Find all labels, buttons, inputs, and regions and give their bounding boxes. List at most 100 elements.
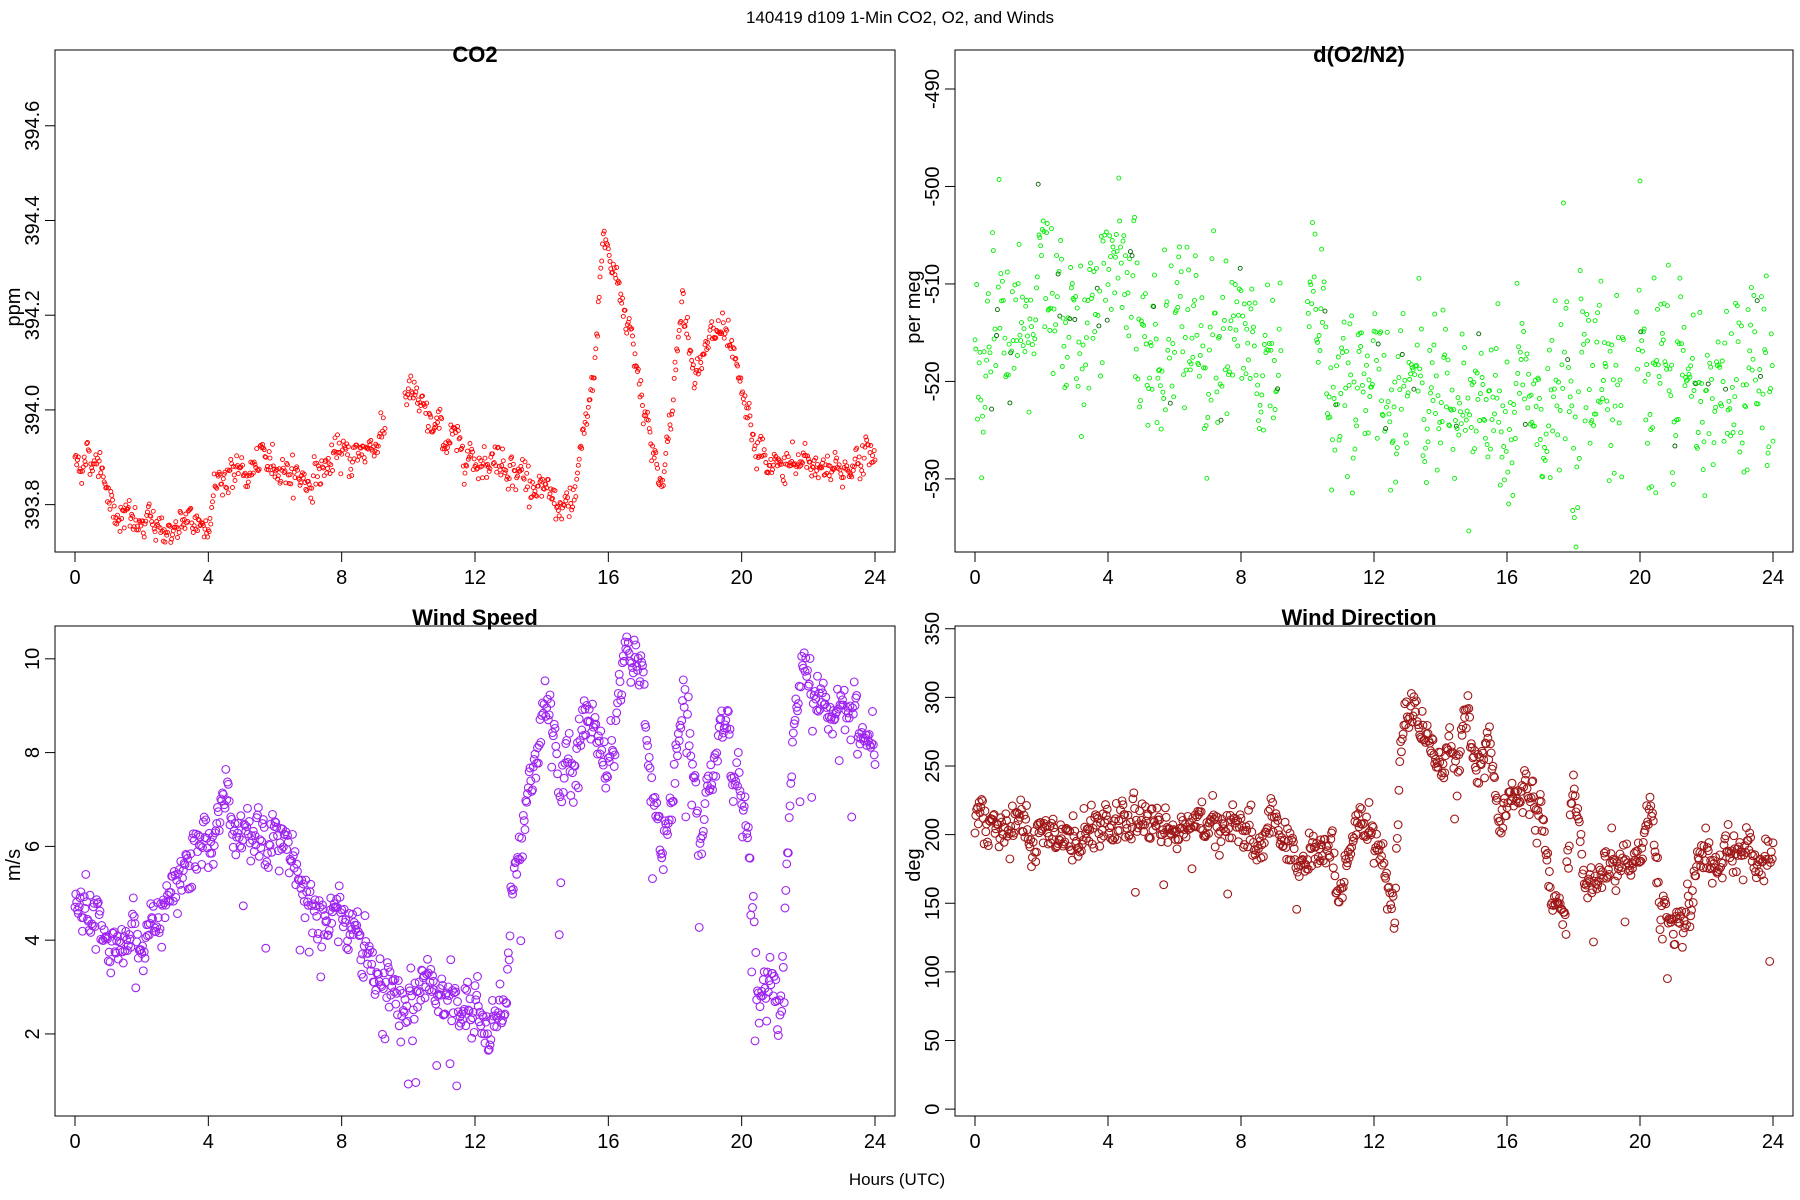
o2-point [1034,274,1040,280]
ws-point [407,991,417,1001]
o2-point [1232,282,1238,287]
co2-point [439,416,445,422]
o2-point [1097,288,1103,294]
o2-point [998,271,1004,277]
wd-point [1288,833,1297,843]
co2-point [405,386,411,392]
wd-point [1125,817,1135,827]
o2-point [1411,386,1417,392]
ws-point [849,677,859,687]
o2-point [1582,418,1588,424]
o2-point [1004,269,1010,275]
o2-point [1758,294,1764,300]
ws-point [335,892,345,902]
o2-point [1074,305,1080,311]
ws-point [698,831,707,841]
o2-point [1651,275,1657,281]
wd-point [1483,733,1493,743]
ws-point [626,677,636,687]
co2-point [156,516,162,522]
o2-point [1614,293,1620,298]
o2-point [1668,393,1674,399]
o2-point [1493,346,1499,352]
co2-point [482,455,488,461]
wd-point [1606,849,1616,859]
ws-point [85,890,95,900]
ws-point [391,999,401,1009]
o2-point [1662,359,1668,365]
ws-point [594,736,604,746]
o2-point [1088,260,1093,266]
o2-point [1616,420,1622,426]
o2-point [1495,301,1501,307]
o2-point [986,344,992,350]
co2-point [695,356,700,362]
o2-point [1439,419,1445,425]
o2-point [1699,380,1704,386]
wd-point [1636,856,1646,866]
o2-plot-frame [954,49,1794,553]
wd-point [1684,899,1694,909]
wd-y-tick-label: 50 [922,1029,944,1051]
ws-point [636,651,646,661]
o2-point [1276,326,1282,332]
co2-point [382,425,388,431]
ws-point [778,962,788,972]
ws-point [182,850,192,860]
wd-point [1480,773,1490,783]
wd-point [1711,852,1721,862]
wd-point [1363,828,1373,838]
ws-x-tick-label: 16 [597,1131,619,1153]
co2-point [692,380,698,386]
wd-point [1286,855,1296,865]
o2-point [1112,290,1118,296]
wd-x-tick-label: 16 [1496,1131,1518,1153]
wd-point [1502,803,1512,813]
ws-point [356,955,366,965]
o2-point [1551,386,1557,392]
co2-point [805,453,810,459]
wd-point [1067,855,1077,865]
o2-point [1610,417,1616,423]
ws-point [463,977,472,987]
co2-point [683,318,689,324]
o2-point [1471,379,1477,385]
co2-point [87,471,93,477]
wd-point [1027,862,1036,872]
co2-point [414,385,420,391]
wd-point [1603,865,1613,875]
o2-point [978,397,984,403]
co2-point [564,490,570,496]
o2-point [1168,263,1174,269]
co2-point [525,463,531,469]
co2-point [231,472,237,478]
ws-point [748,903,757,912]
co2-point [662,462,668,468]
o2-point [1209,256,1215,262]
o2-point [1453,423,1459,429]
co2-point [528,495,534,501]
co2-point [220,476,226,482]
o2-point [973,346,979,352]
o2-point [1429,360,1435,366]
co2-point [304,488,310,494]
ws-point [502,998,512,1008]
o2-point [976,360,982,366]
o2-point [991,336,997,342]
ws-point [802,671,812,681]
ws-point [853,749,862,759]
wd-point [1022,801,1031,810]
wd-point [1382,904,1392,914]
ws-point [638,667,648,677]
o2-point [1009,289,1015,295]
o2-point [987,350,993,356]
o2-point [1224,411,1230,417]
wd-point [1105,823,1115,833]
o2-point [1320,319,1325,325]
o2-point [1394,445,1400,451]
co2-point [606,252,612,258]
co2-point [173,519,179,525]
o2-point [1617,377,1623,383]
ws-point [268,832,278,841]
